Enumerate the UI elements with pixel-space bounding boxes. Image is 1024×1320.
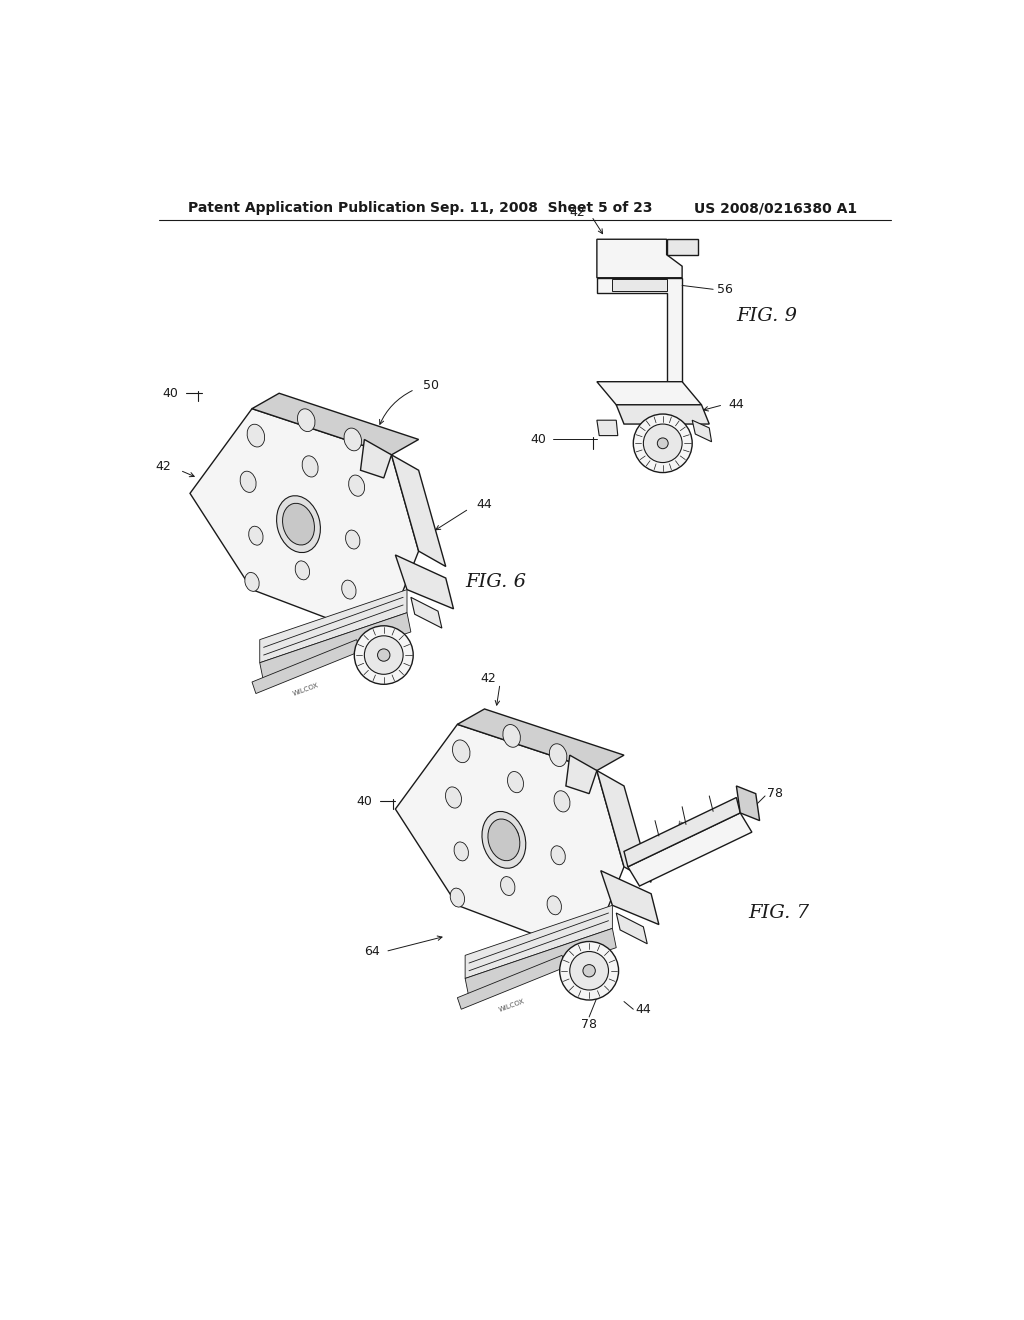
Circle shape (657, 438, 669, 449)
Text: 56: 56 (717, 282, 733, 296)
Polygon shape (465, 928, 616, 998)
Ellipse shape (501, 876, 515, 895)
Polygon shape (190, 409, 419, 640)
Polygon shape (616, 405, 710, 424)
Polygon shape (566, 755, 597, 793)
Ellipse shape (454, 842, 468, 861)
Polygon shape (465, 906, 612, 978)
Ellipse shape (482, 812, 525, 869)
Polygon shape (395, 725, 624, 956)
Text: US 2008/0216380 A1: US 2008/0216380 A1 (693, 202, 857, 215)
Ellipse shape (241, 471, 256, 492)
Ellipse shape (547, 896, 561, 915)
Polygon shape (597, 239, 682, 277)
Ellipse shape (298, 409, 315, 432)
Ellipse shape (487, 818, 520, 861)
Circle shape (378, 649, 390, 661)
Circle shape (583, 965, 595, 977)
Circle shape (569, 952, 608, 990)
Text: 44: 44 (636, 1003, 651, 1016)
Circle shape (560, 941, 618, 1001)
Ellipse shape (445, 787, 462, 808)
Ellipse shape (344, 428, 361, 451)
Polygon shape (597, 381, 701, 405)
Text: WILCOX: WILCOX (676, 820, 703, 837)
Polygon shape (597, 771, 651, 882)
Ellipse shape (283, 503, 314, 545)
Text: 42: 42 (480, 672, 496, 685)
Polygon shape (411, 598, 442, 628)
Text: 42: 42 (569, 206, 586, 219)
Text: FIG. 7: FIG. 7 (748, 904, 809, 921)
Ellipse shape (551, 846, 565, 865)
Polygon shape (360, 440, 391, 478)
Ellipse shape (348, 475, 365, 496)
Text: 44: 44 (477, 499, 493, 511)
Text: FIG. 6: FIG. 6 (465, 573, 526, 591)
Polygon shape (260, 590, 407, 663)
Circle shape (354, 626, 414, 684)
Text: Sep. 11, 2008  Sheet 5 of 23: Sep. 11, 2008 Sheet 5 of 23 (430, 202, 652, 215)
Text: 64: 64 (365, 945, 380, 958)
Circle shape (643, 424, 682, 462)
Polygon shape (601, 871, 658, 924)
Polygon shape (252, 640, 360, 693)
Ellipse shape (345, 531, 360, 549)
Polygon shape (597, 277, 682, 381)
Ellipse shape (508, 771, 523, 793)
Text: 78: 78 (767, 787, 783, 800)
Text: WILCOX: WILCOX (498, 998, 525, 1012)
Ellipse shape (245, 573, 259, 591)
Ellipse shape (295, 561, 309, 579)
Circle shape (633, 414, 692, 473)
Text: 44: 44 (729, 399, 744, 412)
Ellipse shape (549, 743, 567, 767)
Text: 40: 40 (530, 433, 547, 446)
Text: WILCOX: WILCOX (293, 682, 321, 697)
Polygon shape (624, 797, 740, 867)
Ellipse shape (247, 424, 264, 447)
Text: 42: 42 (155, 459, 171, 473)
Polygon shape (391, 455, 445, 566)
Ellipse shape (342, 579, 356, 599)
Polygon shape (736, 785, 760, 821)
Polygon shape (597, 420, 617, 436)
Text: Patent Application Publication: Patent Application Publication (188, 202, 426, 215)
Polygon shape (395, 554, 454, 609)
Polygon shape (628, 813, 752, 886)
Text: 40: 40 (356, 795, 372, 808)
Polygon shape (667, 239, 697, 255)
Polygon shape (612, 280, 667, 290)
Polygon shape (252, 393, 419, 455)
Text: 78: 78 (582, 1018, 597, 1031)
Ellipse shape (249, 527, 263, 545)
Ellipse shape (451, 888, 465, 907)
Polygon shape (260, 612, 411, 682)
Polygon shape (692, 420, 712, 442)
Ellipse shape (299, 511, 313, 529)
Text: 50: 50 (423, 379, 438, 392)
Ellipse shape (453, 741, 470, 763)
Text: FIG. 9: FIG. 9 (736, 308, 798, 325)
Polygon shape (458, 709, 624, 771)
Circle shape (365, 636, 403, 675)
Ellipse shape (503, 725, 520, 747)
Text: 40: 40 (163, 387, 178, 400)
Ellipse shape (554, 791, 570, 812)
Ellipse shape (505, 826, 519, 846)
Polygon shape (616, 913, 647, 944)
Polygon shape (458, 956, 566, 1010)
Ellipse shape (276, 496, 321, 553)
Ellipse shape (302, 455, 318, 477)
